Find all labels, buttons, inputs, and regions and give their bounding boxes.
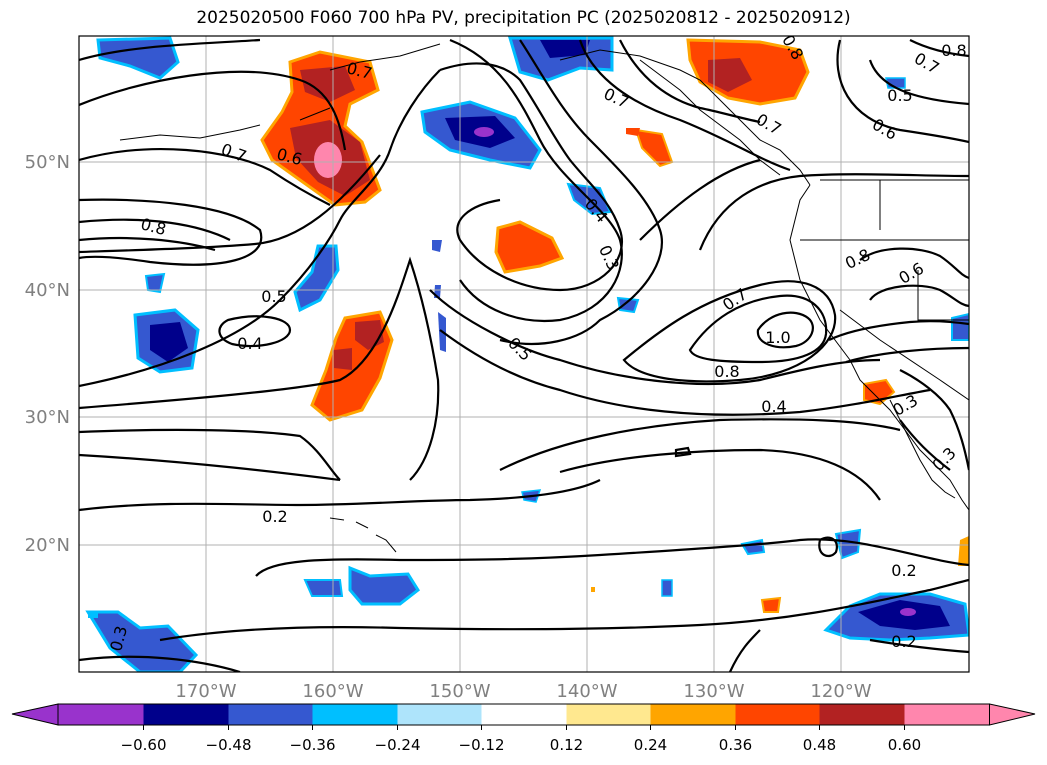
lat-label: 30°N bbox=[25, 407, 70, 428]
lon-label: 170°W bbox=[175, 681, 236, 702]
lon-label: 130°W bbox=[683, 681, 744, 702]
colorbar-tick: −0.12 bbox=[459, 736, 505, 754]
gridlines bbox=[79, 36, 969, 672]
lat-label: 40°N bbox=[25, 280, 70, 301]
latitude-labels: 50°N 40°N 30°N 20°N bbox=[25, 152, 70, 556]
lon-label: 120°W bbox=[810, 681, 871, 702]
contour-labels: 0.7 0.6 0.8 0.5 0.4 0.7 0.4 0.3 0.5 0.7 … bbox=[106, 36, 967, 653]
contour-label: 0.8 bbox=[941, 41, 966, 60]
colorbar-tick: 0.24 bbox=[634, 736, 667, 754]
colorbar: −0.60 −0.48 −0.36 −0.24 −0.12 0.12 0.24 … bbox=[11, 703, 1036, 754]
colorbar-tick: 0.60 bbox=[888, 736, 921, 754]
colorbar-extend-high bbox=[989, 703, 1036, 726]
contour-label: 0.2 bbox=[262, 507, 287, 526]
colorbar-tick: −0.48 bbox=[206, 736, 252, 754]
colorbar-tick: −0.36 bbox=[290, 736, 336, 754]
pv-contours bbox=[79, 38, 969, 672]
colorbar-tick: 0.36 bbox=[719, 736, 752, 754]
colorbar-extend-low bbox=[11, 703, 59, 726]
contour-label: 0.4 bbox=[761, 397, 786, 416]
contour-label: 0.5 bbox=[887, 86, 912, 105]
contour-label: 1.0 bbox=[765, 328, 790, 347]
lat-label: 50°N bbox=[25, 152, 70, 173]
contour-label: 0.2 bbox=[891, 632, 916, 651]
lon-label: 140°W bbox=[556, 681, 617, 702]
lon-label: 160°W bbox=[302, 681, 363, 702]
lat-label: 20°N bbox=[25, 535, 70, 556]
plot-frame bbox=[78, 35, 970, 673]
contour-label: 0.5 bbox=[261, 287, 286, 306]
map-title: 2025020500 F060 700 hPa PV, precipitatio… bbox=[196, 8, 851, 28]
coastlines bbox=[119, 43, 969, 553]
colorbar-tick: 0.12 bbox=[550, 736, 583, 754]
contour-label: 0.2 bbox=[891, 561, 916, 580]
longitude-labels: 170°W 160°W 150°W 140°W 130°W 120°W bbox=[175, 681, 871, 702]
colorbar-tick: −0.60 bbox=[121, 736, 167, 754]
contour-label: 0.8 bbox=[714, 362, 739, 381]
contour-label: 0.4 bbox=[237, 334, 262, 353]
lon-label: 150°W bbox=[429, 681, 490, 702]
colorbar-tick: 0.48 bbox=[803, 736, 836, 754]
colorbar-tick: −0.24 bbox=[375, 736, 421, 754]
